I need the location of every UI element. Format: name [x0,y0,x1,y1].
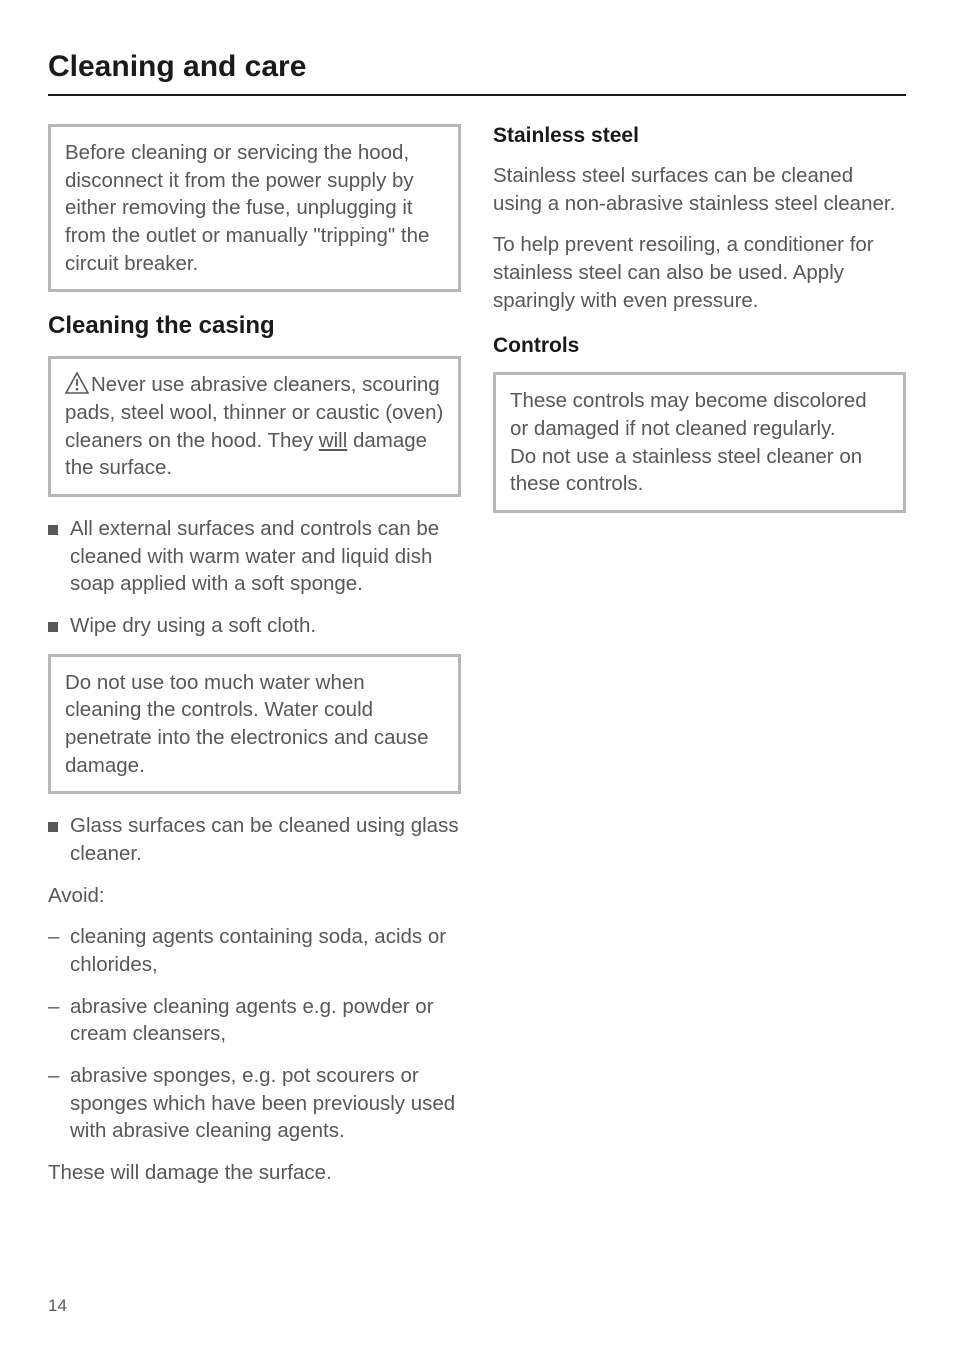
avoid-label: Avoid: [48,882,461,910]
warning-triangle-icon [65,372,89,394]
list-item: Glass surfaces can be cleaned using glas… [48,812,461,867]
square-bullet-icon [48,515,70,598]
page-number: 14 [48,1296,67,1316]
list-item-text: Wipe dry using a soft cloth. [70,612,316,640]
square-bullet-icon [48,812,70,867]
right-column: Stainless steel Stainless steel surfaces… [493,124,906,1201]
list-item-text: Glass surfaces can be cleaned using glas… [70,812,461,867]
list-item: Wipe dry using a soft cloth. [48,612,461,640]
left-column: Before cleaning or servicing the hood, d… [48,124,461,1201]
stainless-p1: Stainless steel surfaces can be cleaned … [493,162,906,217]
list-item: – abrasive cleaning agents e.g. powder o… [48,993,461,1048]
closing-text: These will damage the surface. [48,1159,461,1187]
list-item: All external surfaces and controls can b… [48,515,461,598]
warning-box-abrasive: Never use abrasive cleaners, scouring pa… [48,356,461,497]
heading-cleaning-casing: Cleaning the casing [48,312,461,340]
warning-text-will: will [319,429,347,452]
dash-bullet-icon: – [48,923,70,978]
two-column-layout: Before cleaning or servicing the hood, d… [48,124,906,1201]
stainless-p2: To help prevent resoiling, a conditioner… [493,231,906,314]
list-item-text: abrasive cleaning agents e.g. powder or … [70,993,461,1048]
page-title: Cleaning and care [48,50,906,96]
square-bullet-icon [48,612,70,640]
avoid-list: – cleaning agents containing soda, acids… [48,923,461,1145]
warning-box-controls: These controls may become discolored or … [493,372,906,513]
box-line: Do not use a stainless steel cleaner on … [510,443,889,498]
list-item-text: cleaning agents containing soda, acids o… [70,923,461,978]
list-item: – cleaning agents containing soda, acids… [48,923,461,978]
list-item: – abrasive sponges, e.g. pot scourers or… [48,1062,461,1145]
list-item-text: All external surfaces and controls can b… [70,515,461,598]
box-line: These controls may become discolored or … [510,387,889,442]
warning-box-disconnect: Before cleaning or servicing the hood, d… [48,124,461,292]
dash-bullet-icon: – [48,993,70,1048]
warning-box-water: Do not use too much water when cleaning … [48,654,461,795]
heading-stainless-steel: Stainless steel [493,124,906,148]
dash-bullet-icon: – [48,1062,70,1145]
heading-controls: Controls [493,334,906,358]
list-item-text: abrasive sponges, e.g. pot scourers or s… [70,1062,461,1145]
